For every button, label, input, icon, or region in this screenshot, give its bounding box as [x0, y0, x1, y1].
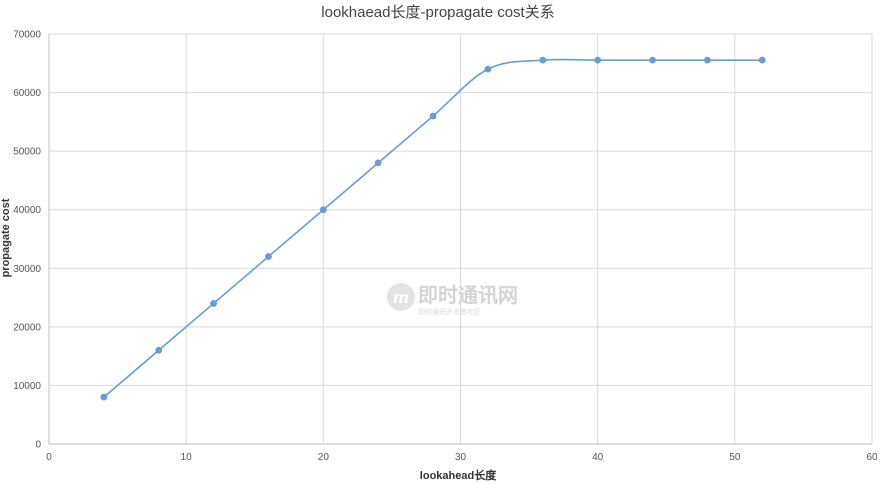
y-tick-labels: 0 10000 20000 30000 40000 50000 60000 70000	[13, 30, 41, 451]
axes	[48, 34, 872, 445]
watermark-subtext: 即时通讯开发者社区	[418, 307, 481, 316]
data-point	[539, 56, 547, 64]
data-point	[484, 65, 492, 73]
data-point	[649, 56, 656, 64]
series	[100, 56, 766, 401]
data-point	[704, 56, 711, 64]
x-tick-label: 10	[181, 452, 193, 463]
data-point	[265, 253, 272, 260]
y-tick-label: 60000	[13, 88, 41, 99]
data-point	[100, 393, 108, 401]
x-tick-label: 0	[46, 452, 52, 463]
data-point	[429, 112, 437, 120]
x-tick-label: 20	[318, 452, 330, 463]
y-tick-label: 30000	[13, 264, 41, 275]
y-tick-label: 50000	[13, 147, 41, 158]
data-point	[594, 56, 602, 64]
x-tick-label: 40	[592, 452, 604, 463]
data-point	[155, 346, 163, 354]
data-point	[758, 56, 766, 64]
watermark-logo-icon	[387, 283, 415, 311]
y-tick-label: 20000	[13, 322, 41, 333]
data-point	[319, 206, 327, 214]
series-line	[103, 58, 763, 398]
gridlines	[49, 33, 873, 444]
data-point	[374, 159, 382, 167]
y-tick-label: 10000	[13, 381, 41, 392]
y-tick-label: 0	[35, 440, 41, 451]
watermark-text: 即时通讯网	[418, 283, 518, 307]
x-axis-label: lookahead长度	[420, 468, 497, 482]
x-tick-labels: 0 10 20 30 40 50 60	[46, 452, 878, 463]
y-tick-label: 70000	[13, 30, 41, 41]
y-axis-label: propagate cost	[0, 198, 12, 277]
chart-title: lookhaead长度-propagate cost关系	[321, 4, 554, 21]
x-tick-label: 30	[455, 452, 467, 463]
y-tick-label: 40000	[13, 205, 41, 216]
watermark: m 即时通讯网 即时通讯开发者社区	[387, 283, 518, 316]
x-tick-label: 60	[866, 452, 878, 463]
data-point	[210, 300, 218, 307]
watermark-logo-letter: m	[393, 288, 410, 307]
x-tick-label: 50	[729, 452, 741, 463]
